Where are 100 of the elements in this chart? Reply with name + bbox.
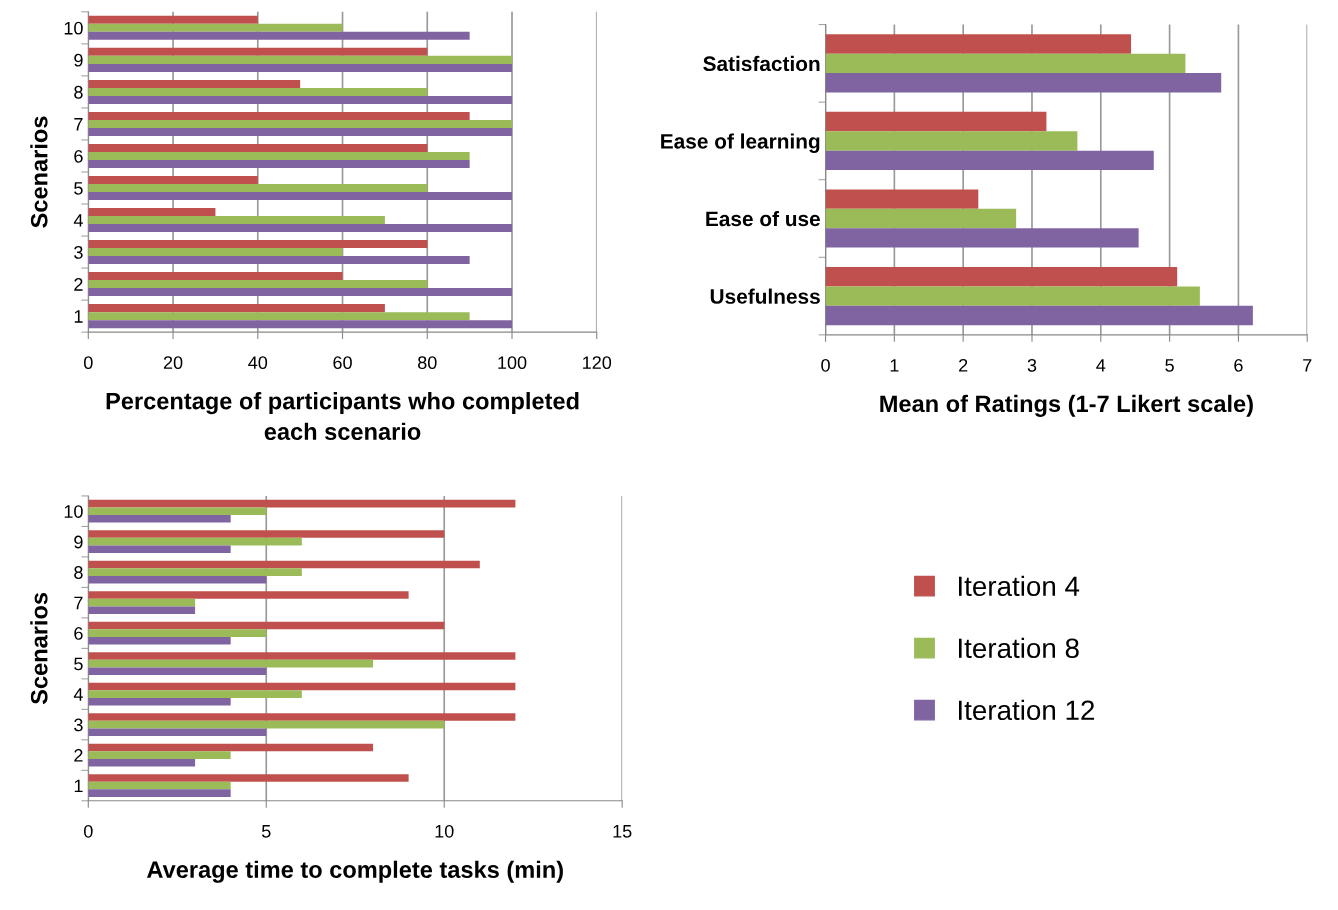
y-tick-label: 1 xyxy=(74,310,83,323)
bar xyxy=(88,192,513,201)
bar xyxy=(88,751,231,759)
bar xyxy=(825,189,979,209)
x-tick-label: 6 xyxy=(1234,358,1243,372)
bar xyxy=(88,515,231,523)
x-tick-label: 60 xyxy=(333,356,352,370)
bar xyxy=(825,53,1186,74)
bar xyxy=(88,659,374,668)
bar xyxy=(88,690,302,698)
bar xyxy=(825,305,1253,326)
bar xyxy=(88,667,267,676)
x-axis-title: Average time to complete tasks (min) xyxy=(147,860,563,883)
bar xyxy=(88,272,343,281)
y-tick-label: 9 xyxy=(74,53,83,67)
bar xyxy=(88,15,258,24)
y-tick-label: Ease of use xyxy=(706,210,820,227)
bar xyxy=(825,131,1078,151)
bar xyxy=(88,781,231,790)
x-tick-label: 5 xyxy=(1165,359,1174,372)
x-tick-label: 2 xyxy=(959,358,968,372)
bar xyxy=(88,530,445,538)
y-tick-label: 10 xyxy=(64,505,83,518)
y-tick-label: 4 xyxy=(73,214,83,227)
bar xyxy=(88,256,470,265)
bar xyxy=(88,55,513,64)
x-tick-label: 4 xyxy=(1096,359,1106,372)
bar xyxy=(88,697,231,706)
bar xyxy=(88,720,445,729)
y-tick-label: 10 xyxy=(64,21,83,35)
bar xyxy=(88,208,216,217)
x-tick-label: 10 xyxy=(435,824,454,838)
y-tick-label: 1 xyxy=(74,779,83,793)
bar xyxy=(88,320,513,329)
bar xyxy=(88,175,258,184)
bar xyxy=(88,216,385,225)
bar xyxy=(88,280,428,289)
y-tick-label: 5 xyxy=(74,182,83,195)
bar xyxy=(825,34,1132,54)
bar xyxy=(825,111,1047,132)
bar xyxy=(88,545,231,554)
bar xyxy=(88,568,302,576)
y-tick-label: 6 xyxy=(74,627,83,640)
y-tick-label: 7 xyxy=(74,596,83,610)
y-tick-label: 5 xyxy=(74,657,83,671)
bar xyxy=(825,208,1017,229)
bar xyxy=(825,73,1222,93)
bar xyxy=(88,95,513,104)
y-tick-label: Usefulness xyxy=(710,288,820,304)
x-tick-label: 3 xyxy=(1027,358,1037,372)
legend-label: Iteration 4 xyxy=(959,575,1080,597)
y-tick-label: 8 xyxy=(74,566,83,579)
bar xyxy=(88,629,267,637)
x-tick-label: 7 xyxy=(1303,359,1312,372)
bar xyxy=(88,575,267,584)
bar xyxy=(88,288,513,297)
bar xyxy=(88,591,409,599)
x-tick-label: 15 xyxy=(613,825,632,838)
bar xyxy=(88,248,343,257)
bar xyxy=(825,228,1139,248)
bar xyxy=(88,713,516,721)
bar xyxy=(88,312,470,321)
bar xyxy=(825,150,1154,171)
bar xyxy=(88,111,470,120)
bar xyxy=(88,119,513,128)
bar xyxy=(88,224,513,233)
x-axis-title: Mean of Ratings (1-7 Likert scale) xyxy=(880,394,1253,417)
bar xyxy=(88,159,470,168)
legend-label: Iteration 8 xyxy=(959,637,1079,659)
y-tick-label: 2 xyxy=(74,278,83,291)
x-tick-label: 5 xyxy=(261,825,271,838)
bar xyxy=(88,728,267,737)
x-tick-label: 40 xyxy=(248,356,268,370)
x-tick-label: 100 xyxy=(498,356,527,370)
y-tick-label: 3 xyxy=(74,718,83,732)
legend-label: Iteration 12 xyxy=(959,699,1095,721)
bar xyxy=(88,63,513,72)
bar xyxy=(88,636,231,645)
bar xyxy=(88,47,428,56)
bar xyxy=(88,499,516,508)
bar xyxy=(88,682,516,691)
bar xyxy=(88,743,374,752)
bar xyxy=(88,87,428,96)
bar xyxy=(88,621,445,630)
y-tick-label: 2 xyxy=(74,749,83,762)
y-axis-title: Scenarios xyxy=(30,592,48,705)
bar xyxy=(88,758,196,767)
x-tick-label: 120 xyxy=(583,356,612,370)
x-tick-label: 1 xyxy=(890,359,899,372)
bar xyxy=(88,79,301,88)
x-tick-label: 20 xyxy=(163,356,183,370)
y-axis-title: Scenarios xyxy=(30,116,48,228)
y-tick-label: Satisfaction xyxy=(703,55,820,72)
x-tick-label: 0 xyxy=(83,824,93,838)
x-tick-label: 0 xyxy=(821,358,830,372)
x-tick-label: 0 xyxy=(83,356,93,370)
y-tick-label: 4 xyxy=(73,688,83,701)
y-tick-label: 3 xyxy=(74,246,83,259)
bar xyxy=(88,560,480,569)
bar xyxy=(825,286,1200,306)
